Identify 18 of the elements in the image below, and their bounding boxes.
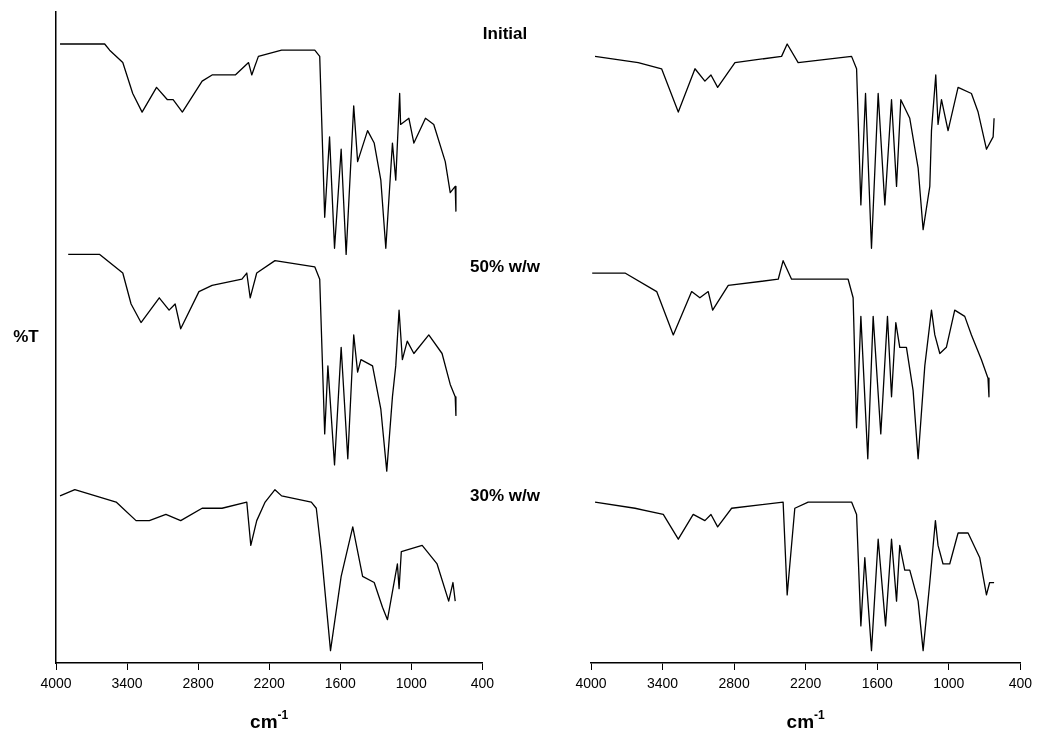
y-axis-title: %T bbox=[13, 327, 40, 347]
x-tick-label: 2200 bbox=[253, 675, 285, 692]
x-tick-label: 3400 bbox=[646, 675, 679, 692]
x-tick-label: 1000 bbox=[395, 675, 428, 692]
x-tick-label: 3400 bbox=[111, 675, 143, 692]
x-tick-label: 2200 bbox=[790, 675, 822, 692]
x-tick-label: 4000 bbox=[40, 675, 72, 692]
x-tick-label: 1600 bbox=[861, 675, 893, 692]
annotation: 30% w/w bbox=[470, 485, 541, 505]
x-tick-label: 4000 bbox=[575, 675, 607, 692]
x-tick-label: 1000 bbox=[933, 675, 965, 692]
text: Initial bbox=[482, 24, 528, 44]
x-tick-label: 2800 bbox=[718, 675, 750, 692]
annotation: 50% w/w bbox=[470, 256, 541, 276]
x-tick-label: 400 bbox=[470, 675, 495, 692]
x-tick-label: 1600 bbox=[324, 675, 356, 692]
x-tick-label: 2800 bbox=[182, 675, 214, 692]
x-tick-label: 400 bbox=[1008, 675, 1033, 692]
